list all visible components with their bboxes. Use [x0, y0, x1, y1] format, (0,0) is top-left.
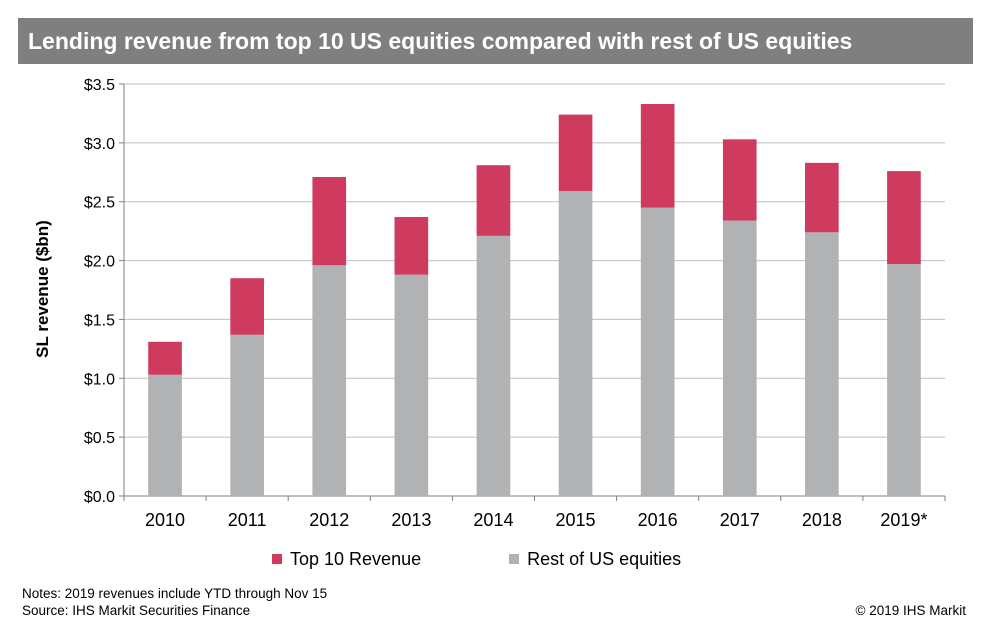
bar-top10-2018	[805, 162, 839, 233]
y-tick-labels: $0.0 $0.5 $1.0 $1.5 $2.0 $2.5 $3.0 $3.5	[84, 77, 115, 506]
legend: Top 10 Revenue Rest of US equities	[272, 547, 769, 571]
y-tick-label: $3.5	[84, 77, 115, 94]
x-tick-label: 2010	[145, 510, 185, 530]
bar-rest-2014	[476, 235, 511, 496]
bar-top10-2017	[722, 139, 757, 221]
bar-rest-2019	[887, 264, 921, 496]
x-tick-label: 2017	[720, 510, 760, 530]
y-axis-label: SL revenue ($bn)	[33, 220, 52, 358]
legend-swatch-rest	[509, 554, 520, 564]
bar-rest-2010	[148, 374, 182, 496]
x-tick-label: 2018	[802, 510, 842, 530]
legend-item-top10: Top 10 Revenue	[272, 549, 421, 570]
x-tick-label: 2015	[556, 510, 596, 530]
chart-title: Lending revenue from top 10 US equities …	[18, 18, 973, 64]
bar-rest-2013	[394, 274, 429, 496]
bar-rest-2018	[805, 232, 839, 496]
bar-top10-2013	[394, 217, 429, 275]
x-tick-label: 2016	[638, 510, 678, 530]
bar-top10-2015	[558, 114, 593, 192]
notes-line-1: Notes: 2019 revenues include YTD through…	[22, 586, 328, 601]
y-tick-label: $3.0	[84, 136, 115, 153]
bar-top10-2010	[148, 341, 182, 375]
bar-top10-2014	[476, 165, 511, 236]
x-tick-label: 2012	[309, 510, 349, 530]
x-tick-label: 2014	[473, 510, 513, 530]
bar-rest-2017	[722, 220, 757, 496]
legend-swatch-top10	[272, 554, 282, 564]
bars	[148, 104, 921, 496]
y-tick-label: $2.5	[84, 195, 115, 212]
x-tick-label: 2019*	[880, 510, 927, 530]
bar-top10-2012	[312, 176, 347, 266]
legend-item-rest: Rest of US equities	[509, 549, 681, 570]
legend-label-top10: Top 10 Revenue	[290, 548, 422, 569]
bar-top10-2011	[230, 278, 264, 335]
bar-rest-2011	[230, 334, 264, 496]
bar-top10-2019	[887, 171, 921, 265]
bar-rest-2016	[640, 207, 675, 496]
bar-rest-2015	[558, 191, 593, 496]
y-tick-label: $0.5	[84, 430, 115, 447]
y-tick-label: $1.0	[84, 371, 115, 388]
y-tick-label: $0.0	[84, 489, 115, 506]
copyright: © 2019 IHS Markit	[855, 603, 967, 618]
source-line: Source: IHS Markit Securities Finance	[22, 603, 251, 618]
x-tick-labels: 2010 2011 2012 2013 2014 2015 2016 2017 2018 2019…	[145, 510, 927, 530]
bar-top10-2016	[640, 104, 675, 208]
x-tick-label: 2013	[391, 510, 431, 530]
y-tick-label: $2.0	[84, 254, 115, 271]
notes: Notes: 2019 revenues include YTD through…	[22, 585, 327, 619]
x-tick-label: 2011	[228, 510, 267, 530]
y-tick-label: $1.5	[84, 312, 115, 329]
bar-rest-2012	[312, 265, 347, 496]
legend-label-rest: Rest of US equities	[527, 548, 682, 569]
